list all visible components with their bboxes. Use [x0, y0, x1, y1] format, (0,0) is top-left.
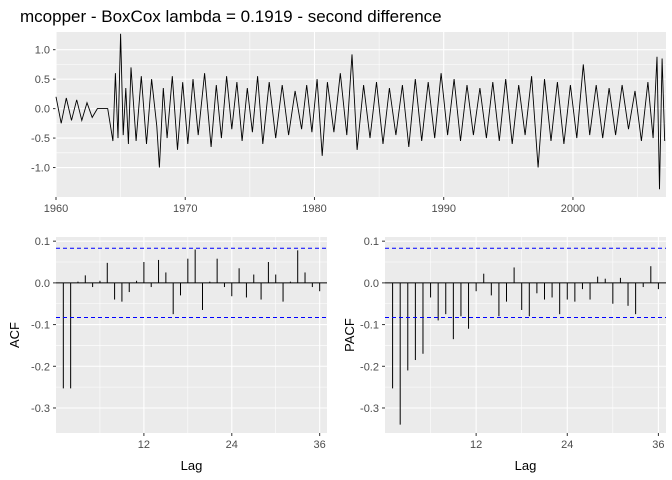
acf-y-tick-label: 0.1	[35, 236, 50, 248]
ts-x-tick-label: 1970	[173, 203, 197, 215]
ts-x-tick-label: 1990	[431, 203, 455, 215]
acf-y-tick-label: -0.2	[31, 361, 50, 373]
ts-y-tick-label: 1.0	[35, 45, 50, 57]
pacf-panel-background	[385, 237, 666, 433]
pacf-y-axis-label: PACF	[342, 318, 357, 352]
acf-y-tick-label: -0.1	[31, 320, 50, 332]
acf-x-tick-label: 12	[138, 439, 150, 451]
pacf-x-tick-label: 24	[561, 439, 573, 451]
ts-x-tick-label: 1980	[302, 203, 326, 215]
chart-title: mcopper - BoxCox lambda = 0.1919 - secon…	[20, 7, 442, 26]
ts-series-line	[55, 33, 666, 190]
pacf-y-tick-label: 0.1	[364, 236, 379, 248]
acf-x-tick-label: 24	[226, 439, 238, 451]
pacf-x-tick-label: 36	[652, 439, 664, 451]
pacf-x-tick-label: 12	[470, 439, 482, 451]
acf-y-tick-label: 0.0	[35, 278, 50, 290]
pacf-y-tick-label: -0.1	[360, 320, 379, 332]
ts-y-tick-label: 0.0	[35, 104, 50, 116]
acf-panel-background	[56, 237, 327, 433]
ts-y-tick-label: -0.5	[31, 133, 50, 145]
ts-x-tick-label: 2000	[561, 203, 585, 215]
pacf-y-tick-label: -0.3	[360, 403, 379, 415]
ts-y-tick-label: 0.5	[35, 74, 50, 86]
pacf-y-tick-label: 0.0	[364, 278, 379, 290]
ts-y-tick-label: -1.0	[31, 163, 50, 175]
pacf-x-axis-label: Lag	[515, 458, 537, 473]
acf-y-axis-label: ACF	[7, 322, 22, 348]
acf-x-axis-label: Lag	[181, 458, 203, 473]
ts-x-tick-label: 1960	[44, 203, 68, 215]
acf-y-tick-label: -0.3	[31, 403, 50, 415]
acf-x-tick-label: 36	[314, 439, 326, 451]
pacf-y-tick-label: -0.2	[360, 361, 379, 373]
